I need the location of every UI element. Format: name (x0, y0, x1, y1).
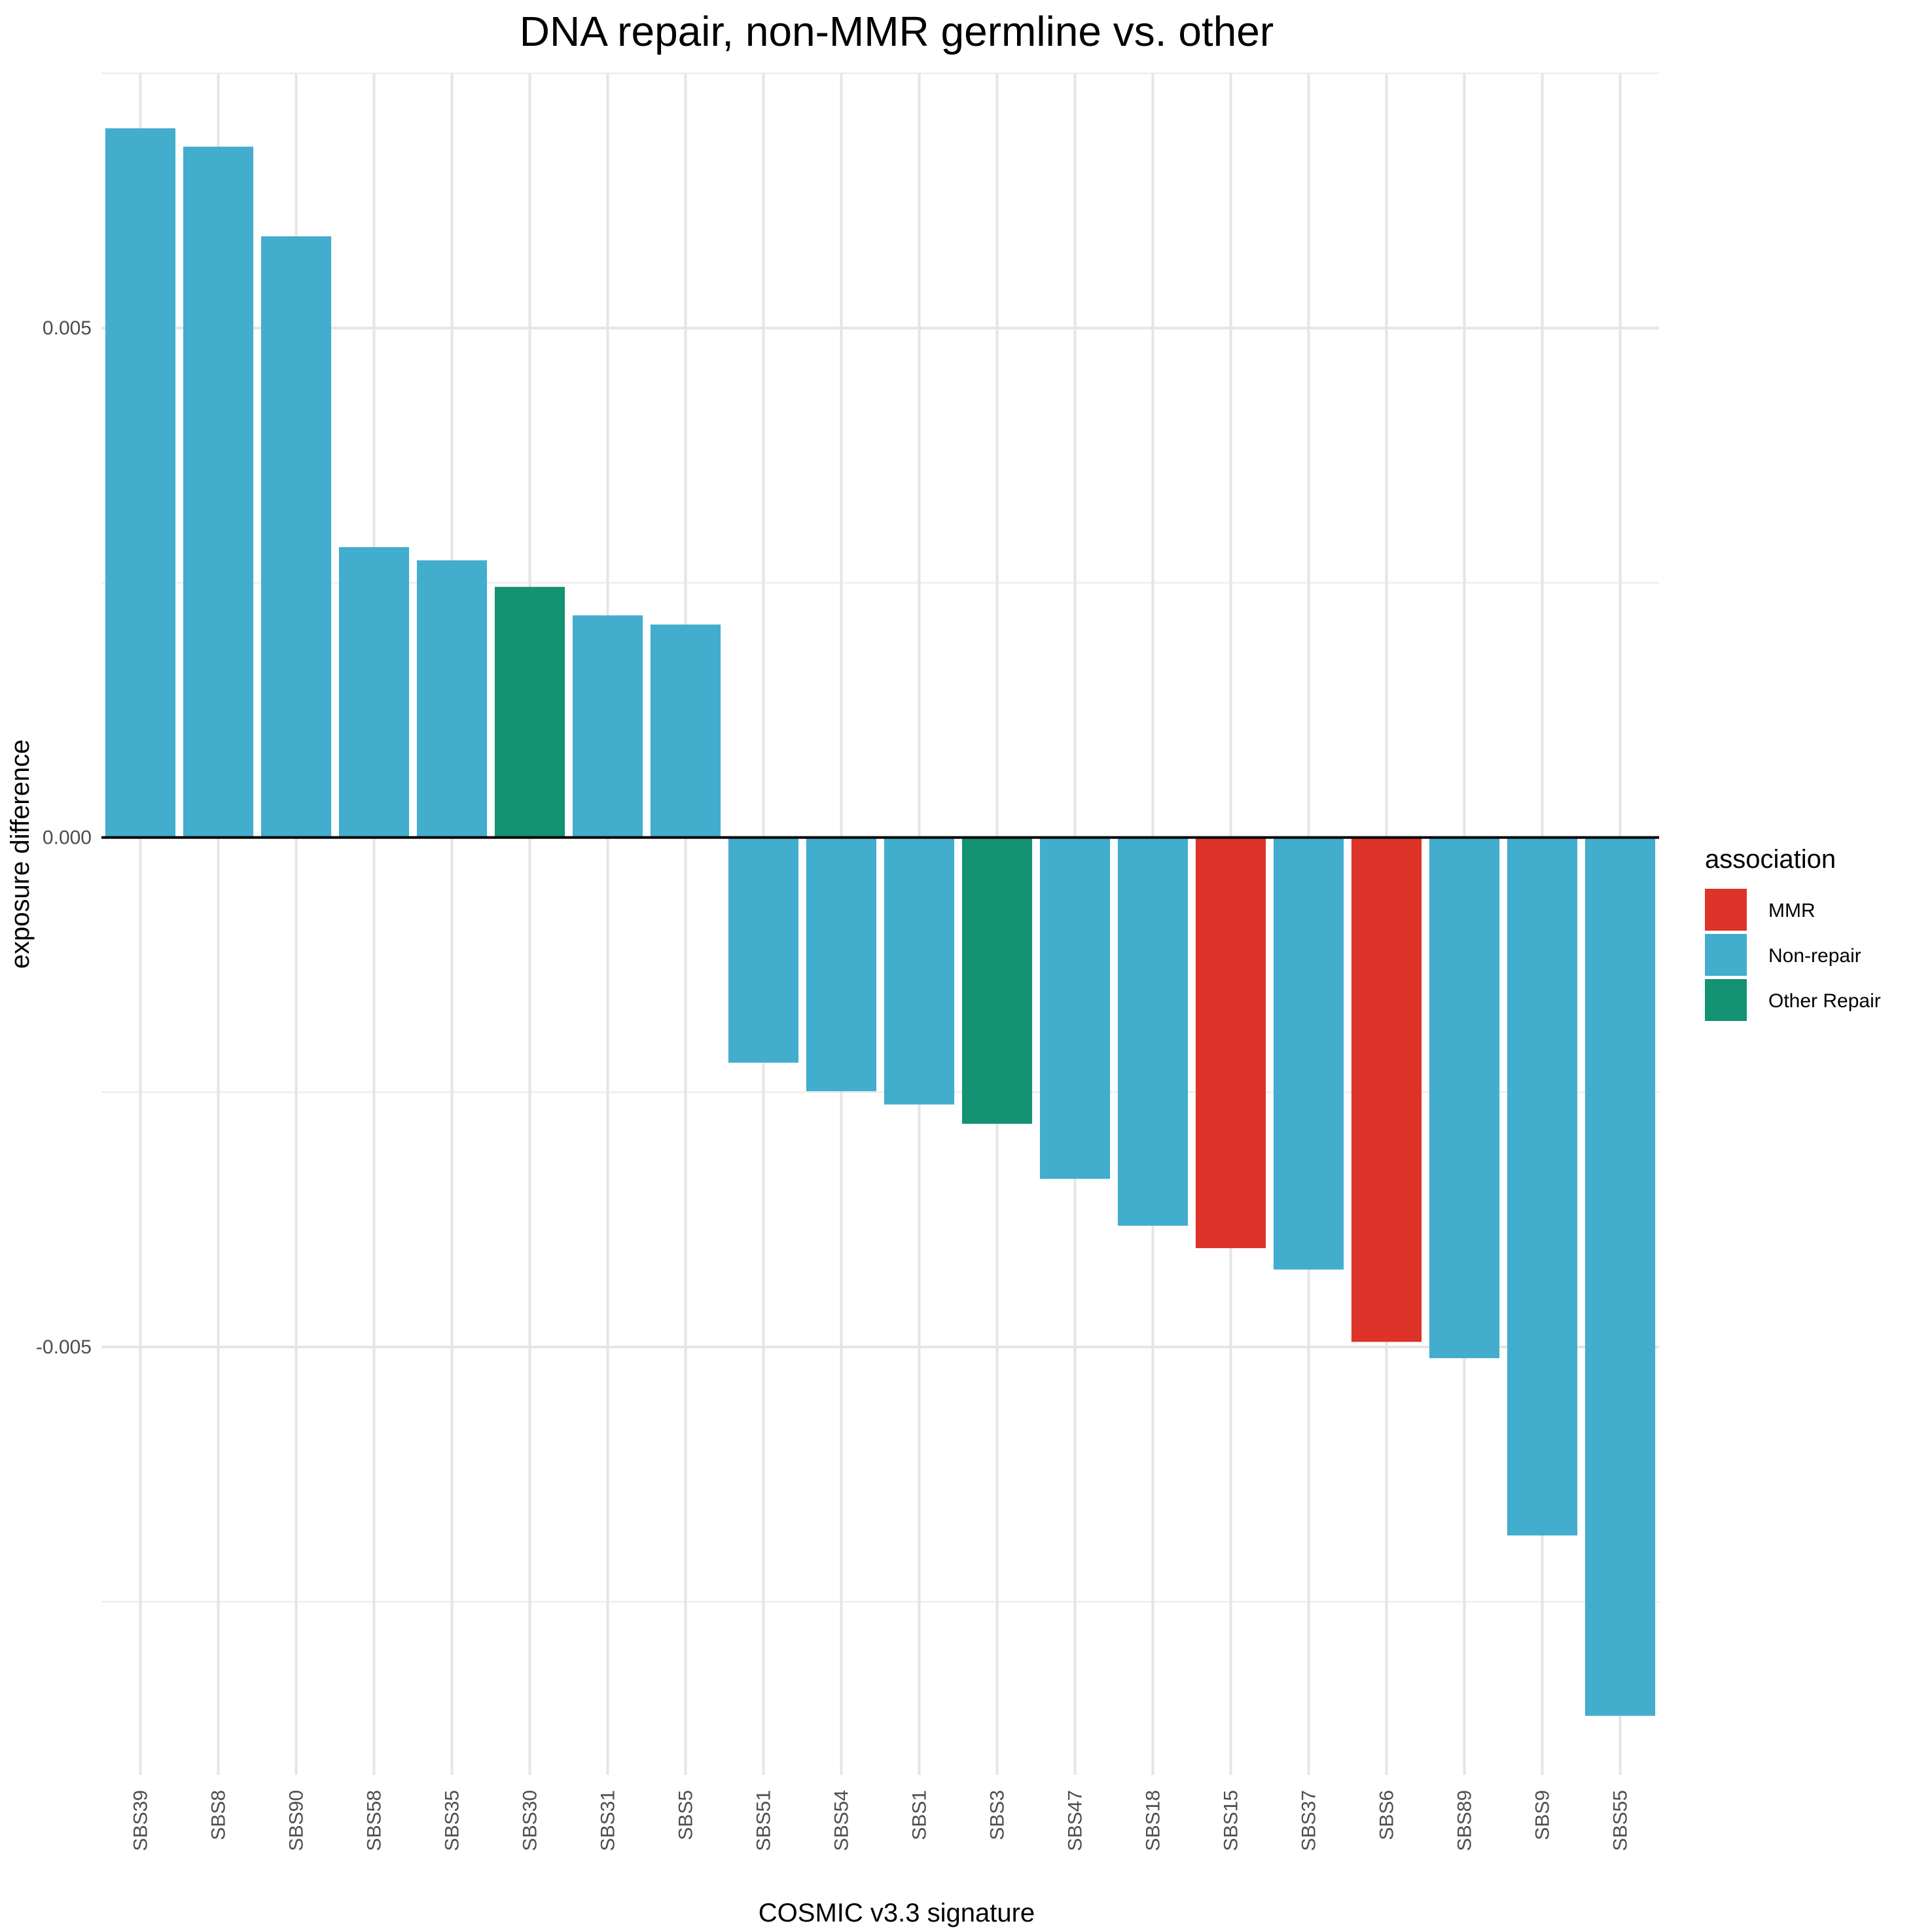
legend-key-non-repair (1705, 934, 1747, 976)
x-tick-label: SBS58 (364, 1790, 385, 1851)
bar-sbs54 (806, 837, 877, 1092)
legend-label: Non-repair (1768, 945, 1861, 967)
x-tick-label: SBS9 (1532, 1790, 1554, 1840)
bar-sbs55 (1584, 837, 1656, 1716)
legend-key-mmr (1705, 889, 1747, 931)
bar-sbs3 (961, 837, 1033, 1124)
chart-title: DNA repair, non-MMR germline vs. other (520, 8, 1274, 55)
bar-sbs58 (338, 546, 410, 838)
x-tick-label: SBS47 (1065, 1790, 1086, 1851)
x-tick-label: SBS39 (130, 1790, 152, 1851)
bar-sbs15 (1195, 837, 1266, 1249)
x-axis-ticks: SBS39 SBS8 SBS90 SBS58 SBS35 SBS30 SBS31 SBS5 SB… (130, 1790, 1632, 1851)
y-axis-title: exposure difference (6, 740, 35, 969)
y-tick-label: 0.005 (43, 317, 92, 339)
bar-sbs1 (884, 837, 955, 1105)
legend-key-other-repair (1705, 979, 1747, 1021)
bar-sbs18 (1117, 837, 1189, 1226)
legend-label: Other Repair (1768, 990, 1881, 1012)
x-tick-label: SBS51 (753, 1790, 775, 1851)
bars (105, 128, 1656, 1716)
x-tick-label: SBS37 (1298, 1790, 1320, 1851)
bar-sbs9 (1507, 837, 1578, 1536)
x-tick-label: SBS18 (1143, 1790, 1164, 1851)
bar-sbs51 (728, 837, 799, 1063)
x-tick-label: SBS31 (598, 1790, 619, 1851)
x-tick-label: SBS90 (286, 1790, 308, 1851)
bar-sbs5 (650, 624, 721, 838)
bar-sbs37 (1273, 837, 1344, 1270)
bar-sbs47 (1039, 837, 1111, 1179)
bar-sbs35 (416, 560, 488, 838)
x-tick-label: SBS89 (1454, 1790, 1476, 1851)
x-tick-label: SBS3 (987, 1790, 1009, 1840)
x-tick-label: SBS15 (1221, 1790, 1242, 1851)
x-axis-title: COSMIC v3.3 signature (759, 1899, 1035, 1927)
x-tick-label: SBS30 (520, 1790, 541, 1851)
y-tick-label: 0.000 (43, 827, 92, 849)
x-tick-label: SBS8 (208, 1790, 230, 1840)
legend-label: MMR (1768, 900, 1816, 921)
bar-sbs90 (260, 236, 332, 838)
bar-sbs30 (494, 586, 565, 838)
bar-sbs6 (1351, 837, 1422, 1342)
x-tick-label: SBS5 (675, 1790, 697, 1840)
bar-sbs8 (183, 147, 254, 838)
legend: association MMR Non-repair Other Repair (1705, 845, 1881, 1021)
grid-lines (101, 72, 1659, 1775)
x-tick-label: SBS6 (1376, 1790, 1398, 1840)
x-tick-label: SBS1 (909, 1790, 931, 1840)
legend-title: association (1705, 845, 1836, 874)
x-tick-label: SBS55 (1610, 1790, 1632, 1851)
x-tick-label: SBS54 (831, 1790, 853, 1851)
y-axis-ticks: 0.005 0.000 -0.005 (36, 317, 92, 1358)
y-tick-label: -0.005 (36, 1336, 92, 1358)
x-tick-label: SBS35 (442, 1790, 463, 1851)
bar-sbs89 (1429, 837, 1500, 1359)
bar-sbs39 (105, 128, 176, 838)
bar-sbs31 (572, 615, 643, 838)
